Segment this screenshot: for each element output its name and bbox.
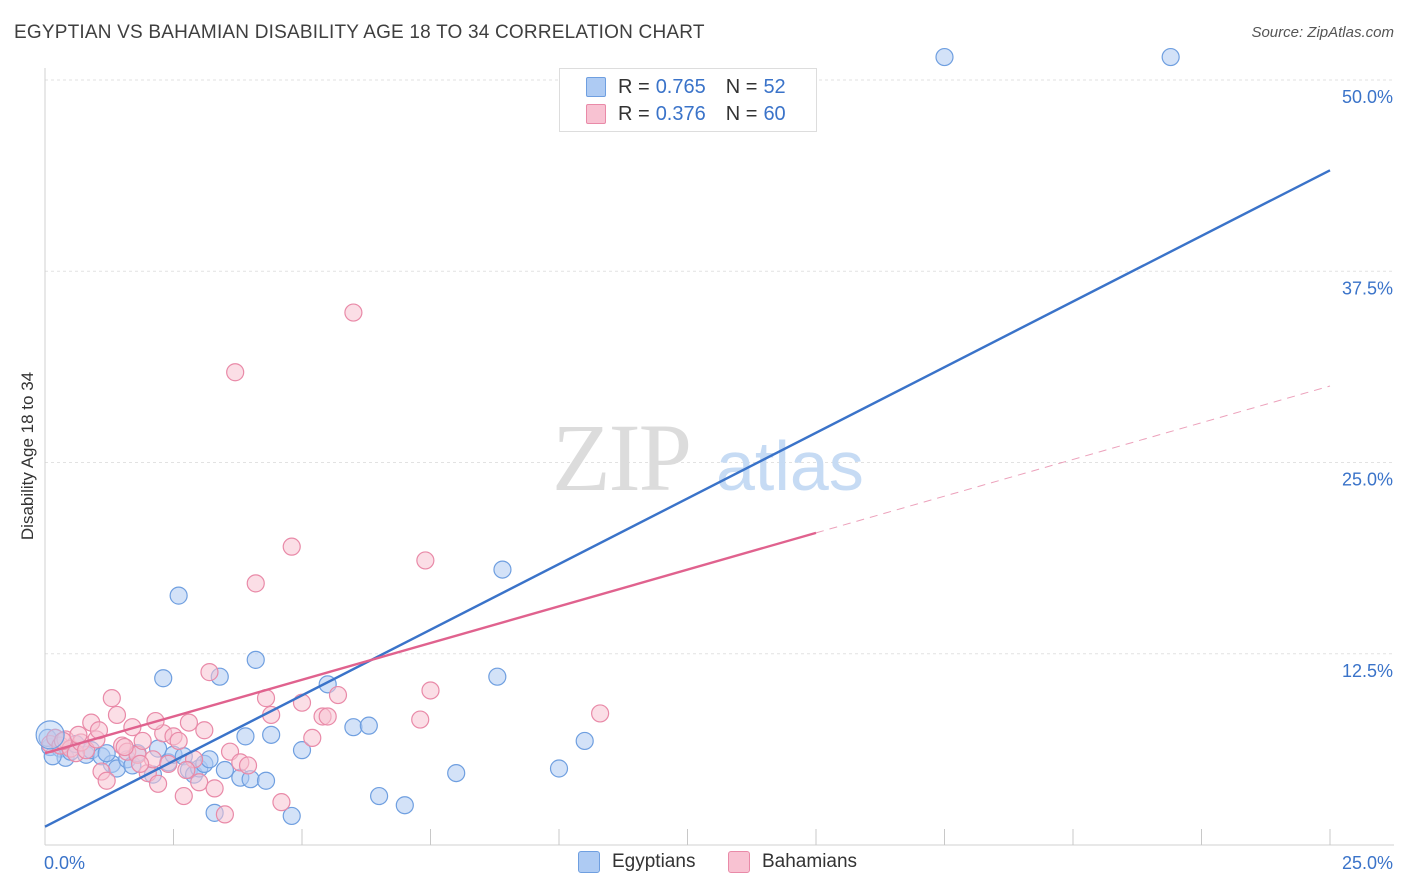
point-bahamians	[190, 773, 209, 792]
point-egyptians	[35, 720, 65, 750]
axes	[44, 68, 1394, 846]
point-bahamians	[416, 551, 435, 570]
point-bahamians	[318, 707, 337, 726]
legend-r-value: 0.376	[655, 102, 706, 125]
watermark: ZIP atlas	[552, 404, 864, 511]
point-egyptians	[236, 727, 255, 746]
x-tick-label: 0.0%	[44, 853, 85, 873]
point-egyptians	[246, 650, 265, 669]
point-egyptians	[493, 560, 512, 579]
point-bahamians	[107, 705, 127, 725]
point-bahamians	[102, 689, 121, 708]
point-bahamians	[97, 771, 116, 790]
legend-n-value: 52	[763, 75, 786, 98]
chart-title: EGYPTIAN VS BAHAMIAN DISABILITY AGE 18 T…	[14, 22, 705, 43]
legend-n-label: N =	[725, 102, 758, 125]
legend-label-egyptians: Egyptians	[612, 851, 696, 872]
point-bahamians	[205, 779, 224, 798]
point-egyptians	[282, 806, 301, 826]
point-bahamians	[303, 728, 322, 748]
axis-labels: 12.5% 25.0% 37.5% 50.0% 0.0% 25.0%	[44, 87, 1393, 873]
point-egyptians	[575, 731, 594, 751]
x-tick-label: 25.0%	[1342, 853, 1393, 873]
trend-extension-bahamians	[815, 385, 1331, 534]
point-egyptians	[344, 718, 363, 737]
point-bahamians	[130, 754, 150, 774]
point-bahamians	[421, 681, 440, 700]
point-bahamians	[591, 704, 610, 723]
point-bahamians	[238, 756, 258, 775]
trend-lines	[44, 169, 1331, 828]
legend-r-label: R =	[618, 102, 650, 125]
point-bahamians	[226, 363, 245, 382]
legend-swatch-egyptians	[586, 77, 606, 97]
point-egyptians	[154, 669, 173, 688]
point-bahamians	[169, 731, 188, 751]
legend-label-bahamians: Bahamians	[762, 851, 858, 872]
point-bahamians	[200, 663, 219, 682]
watermark-zip: ZIP	[552, 404, 690, 511]
point-bahamians	[133, 731, 152, 751]
trend-line-egyptians	[44, 169, 1331, 828]
point-egyptians	[359, 716, 378, 735]
point-egyptians	[370, 786, 389, 806]
point-bahamians	[215, 805, 234, 824]
point-bahamians	[177, 760, 196, 780]
point-bahamians	[174, 786, 193, 806]
legend-swatch-bahamians	[586, 104, 606, 124]
point-egyptians	[200, 750, 219, 769]
point-egyptians	[447, 763, 466, 783]
point-egyptians	[262, 725, 281, 744]
y-tick-label: 12.5%	[1342, 661, 1393, 681]
point-bahamians	[344, 303, 363, 322]
legend-row-bahamians: R = 0.376 N = 60	[586, 101, 786, 127]
point-egyptians	[935, 47, 954, 67]
point-bahamians	[328, 685, 348, 705]
point-bahamians	[179, 713, 199, 732]
source-credit: Source: ZipAtlas.com	[1251, 24, 1394, 41]
data-points	[35, 47, 1180, 826]
legend-n-label: N =	[725, 75, 758, 98]
point-egyptians	[292, 741, 312, 760]
legend-swatch-bahamians	[728, 851, 750, 873]
point-bahamians	[195, 721, 214, 740]
legend-swatch-egyptians	[578, 851, 600, 873]
legend-egyptians: Egyptians	[578, 851, 695, 873]
point-bahamians	[272, 793, 291, 812]
legend-bahamians: Bahamians	[728, 851, 857, 873]
point-egyptians	[488, 667, 507, 686]
point-egyptians	[97, 744, 116, 763]
point-bahamians	[292, 693, 312, 712]
y-tick-label: 37.5%	[1342, 278, 1393, 298]
trend-line-bahamians	[44, 531, 817, 755]
point-bahamians	[411, 710, 430, 729]
point-egyptians	[1161, 47, 1180, 67]
y-axis-label: Disability Age 18 to 34	[18, 372, 37, 540]
point-bahamians	[246, 574, 265, 593]
point-bahamians	[148, 774, 168, 793]
y-tick-label: 50.0%	[1342, 87, 1393, 107]
legend-r-value: 0.765	[655, 75, 706, 98]
point-egyptians	[169, 586, 188, 605]
legend-row-egyptians: R = 0.765 N = 52	[586, 74, 786, 100]
y-tick-label: 25.0%	[1342, 470, 1393, 490]
watermark-atlas: atlas	[716, 427, 864, 505]
legend-n-value: 60	[763, 102, 786, 125]
legend-r-label: R =	[618, 75, 650, 98]
point-egyptians	[215, 760, 234, 780]
point-egyptians	[549, 759, 569, 778]
point-bahamians	[115, 737, 134, 757]
point-egyptians	[395, 796, 414, 815]
point-egyptians	[256, 771, 276, 790]
point-bahamians	[282, 537, 301, 556]
gridlines	[45, 79, 1394, 655]
correlation-legend: R = 0.765 N = 52 R = 0.376 N = 60	[559, 68, 817, 132]
